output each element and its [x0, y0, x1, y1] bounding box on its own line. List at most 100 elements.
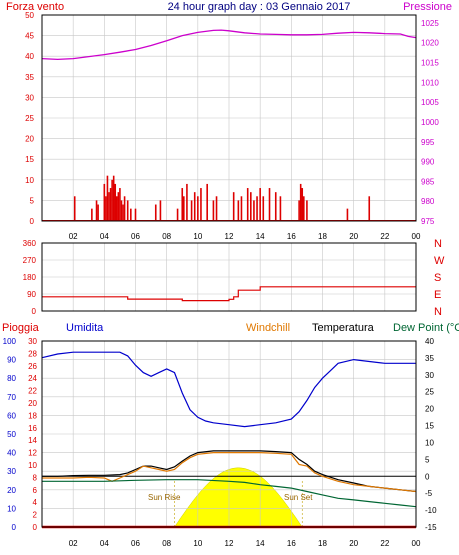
panel-1-x-ticks: 02 04 06 08 10 12 14 16 18 20 22 00 — [69, 232, 421, 241]
x-tick-label: 04 — [100, 539, 109, 548]
rain-tick-label: 0 — [33, 523, 38, 532]
humidity-tick-label: 40 — [7, 449, 16, 458]
temperature-y-ticks: -15 -10 -5 0 5 10 15 20 25 30 35 40 — [425, 337, 437, 532]
humidity-tick-label: 20 — [7, 486, 16, 495]
direction-series — [42, 286, 416, 302]
wind-tick-label: 10 — [25, 176, 34, 185]
x-tick-label: 20 — [349, 539, 358, 548]
wind-y-ticks: 0 5 10 15 20 25 30 35 40 45 50 — [25, 11, 34, 226]
compass-label: S — [434, 272, 441, 284]
pressure-tick-label: 980 — [421, 197, 435, 206]
pressure-tick-label: 1020 — [421, 39, 439, 48]
temperature-tick-label: 20 — [425, 405, 434, 414]
humidity-tick-label: 60 — [7, 411, 16, 420]
humidity-line — [41, 351, 416, 428]
temperature-tick-label: 5 — [425, 455, 430, 464]
x-tick-label: 12 — [225, 232, 234, 241]
x-tick-label: 22 — [380, 539, 389, 548]
legend-temperature: Temperatura — [312, 322, 375, 334]
x-tick-label: 10 — [193, 232, 202, 241]
wind-tick-label: 5 — [30, 196, 35, 205]
panel-1-frame — [41, 14, 417, 222]
wind-tick-label: 0 — [30, 217, 35, 226]
pressure-tick-label: 1025 — [421, 19, 439, 28]
wind-tick-label: 20 — [25, 135, 34, 144]
legend-windchill: Windchill — [246, 322, 290, 334]
legend-humidity: Umidita — [66, 322, 104, 334]
x-tick-label: 08 — [162, 232, 171, 241]
temperature-tick-label: 10 — [425, 438, 434, 447]
x-tick-label: 22 — [380, 232, 389, 241]
x-tick-label: 08 — [162, 539, 171, 548]
rain-tick-label: 20 — [28, 399, 37, 408]
rain-tick-label: 2 — [33, 511, 38, 520]
wind-tick-label: 45 — [25, 32, 34, 41]
x-tick-label: 18 — [318, 232, 327, 241]
wind-tick-label: 15 — [25, 155, 34, 164]
temperature-tick-label: 25 — [425, 388, 434, 397]
pressure-tick-label: 985 — [421, 177, 435, 186]
x-tick-label: 06 — [131, 232, 140, 241]
wind-tick-label: 35 — [25, 73, 34, 82]
chart-title: 24 hour graph day : 03 Gennaio 2017 — [168, 1, 351, 13]
rain-tick-label: 24 — [28, 374, 37, 383]
compass-label: E — [434, 289, 441, 301]
pressure-tick-label: 1000 — [421, 118, 439, 127]
humidity-tick-label: 70 — [7, 393, 16, 402]
direction-y-ticks: 0 90 180 270 360 — [23, 239, 37, 316]
rain-tick-label: 4 — [33, 498, 38, 507]
x-tick-label: 00 — [412, 232, 421, 241]
compass-label: N — [434, 238, 442, 250]
x-tick-label: 18 — [318, 539, 327, 548]
humidity-tick-label: 100 — [3, 337, 17, 346]
dewpoint-line — [42, 479, 417, 508]
humidity-tick-label: 50 — [7, 430, 16, 439]
pressure-tick-label: 1010 — [421, 78, 439, 87]
temperature-tick-label: 0 — [425, 472, 430, 481]
rain-tick-label: 6 — [33, 486, 38, 495]
humidity-tick-label: 10 — [7, 504, 16, 513]
pressure-line — [41, 29, 417, 61]
direction-tick-label: 360 — [23, 239, 37, 248]
panel-3-frame — [41, 340, 417, 528]
windchill-line — [42, 452, 417, 493]
legend-rain: Pioggia — [2, 322, 40, 334]
panel-3-x-ticks: 02 04 06 08 10 12 14 16 18 20 22 00 — [69, 539, 421, 548]
x-tick-label: 20 — [349, 232, 358, 241]
direction-tick-label: 180 — [23, 273, 37, 282]
direction-tick-label: 0 — [32, 307, 37, 316]
direction-tick-label: 270 — [23, 256, 37, 265]
rain-tick-label: 18 — [28, 411, 37, 420]
sun-area — [174, 467, 303, 528]
x-tick-label: 10 — [193, 539, 202, 548]
pressure-tick-label: 990 — [421, 158, 435, 167]
compass-label: W — [434, 255, 445, 267]
rain-tick-label: 26 — [28, 362, 37, 371]
x-tick-label: 16 — [287, 539, 296, 548]
humidity-tick-label: 30 — [7, 467, 16, 476]
pressure-y-ticks: 975 980 985 990 995 1000 1005 1010 1015 1020 1025 — [421, 19, 439, 226]
compass-label: N — [434, 306, 442, 318]
x-tick-label: 02 — [69, 232, 78, 241]
humidity-tick-label: 0 — [12, 523, 17, 532]
rain-tick-label: 12 — [28, 449, 37, 458]
legend-dewpoint: Dew Point (°C — [393, 322, 459, 334]
wind-tick-label: 30 — [25, 93, 34, 102]
temperature-tick-label: 35 — [425, 354, 434, 363]
rain-tick-label: 22 — [28, 387, 37, 396]
rain-tick-label: 28 — [28, 349, 37, 358]
rain-tick-label: 8 — [33, 473, 38, 482]
x-tick-label: 06 — [131, 539, 140, 548]
x-tick-label: 16 — [287, 232, 296, 241]
panel-2-frame — [41, 242, 417, 312]
x-tick-label: 14 — [256, 539, 265, 548]
rain-tick-label: 16 — [28, 424, 37, 433]
rain-tick-label: 14 — [28, 436, 37, 445]
x-tick-label: 12 — [225, 539, 234, 548]
